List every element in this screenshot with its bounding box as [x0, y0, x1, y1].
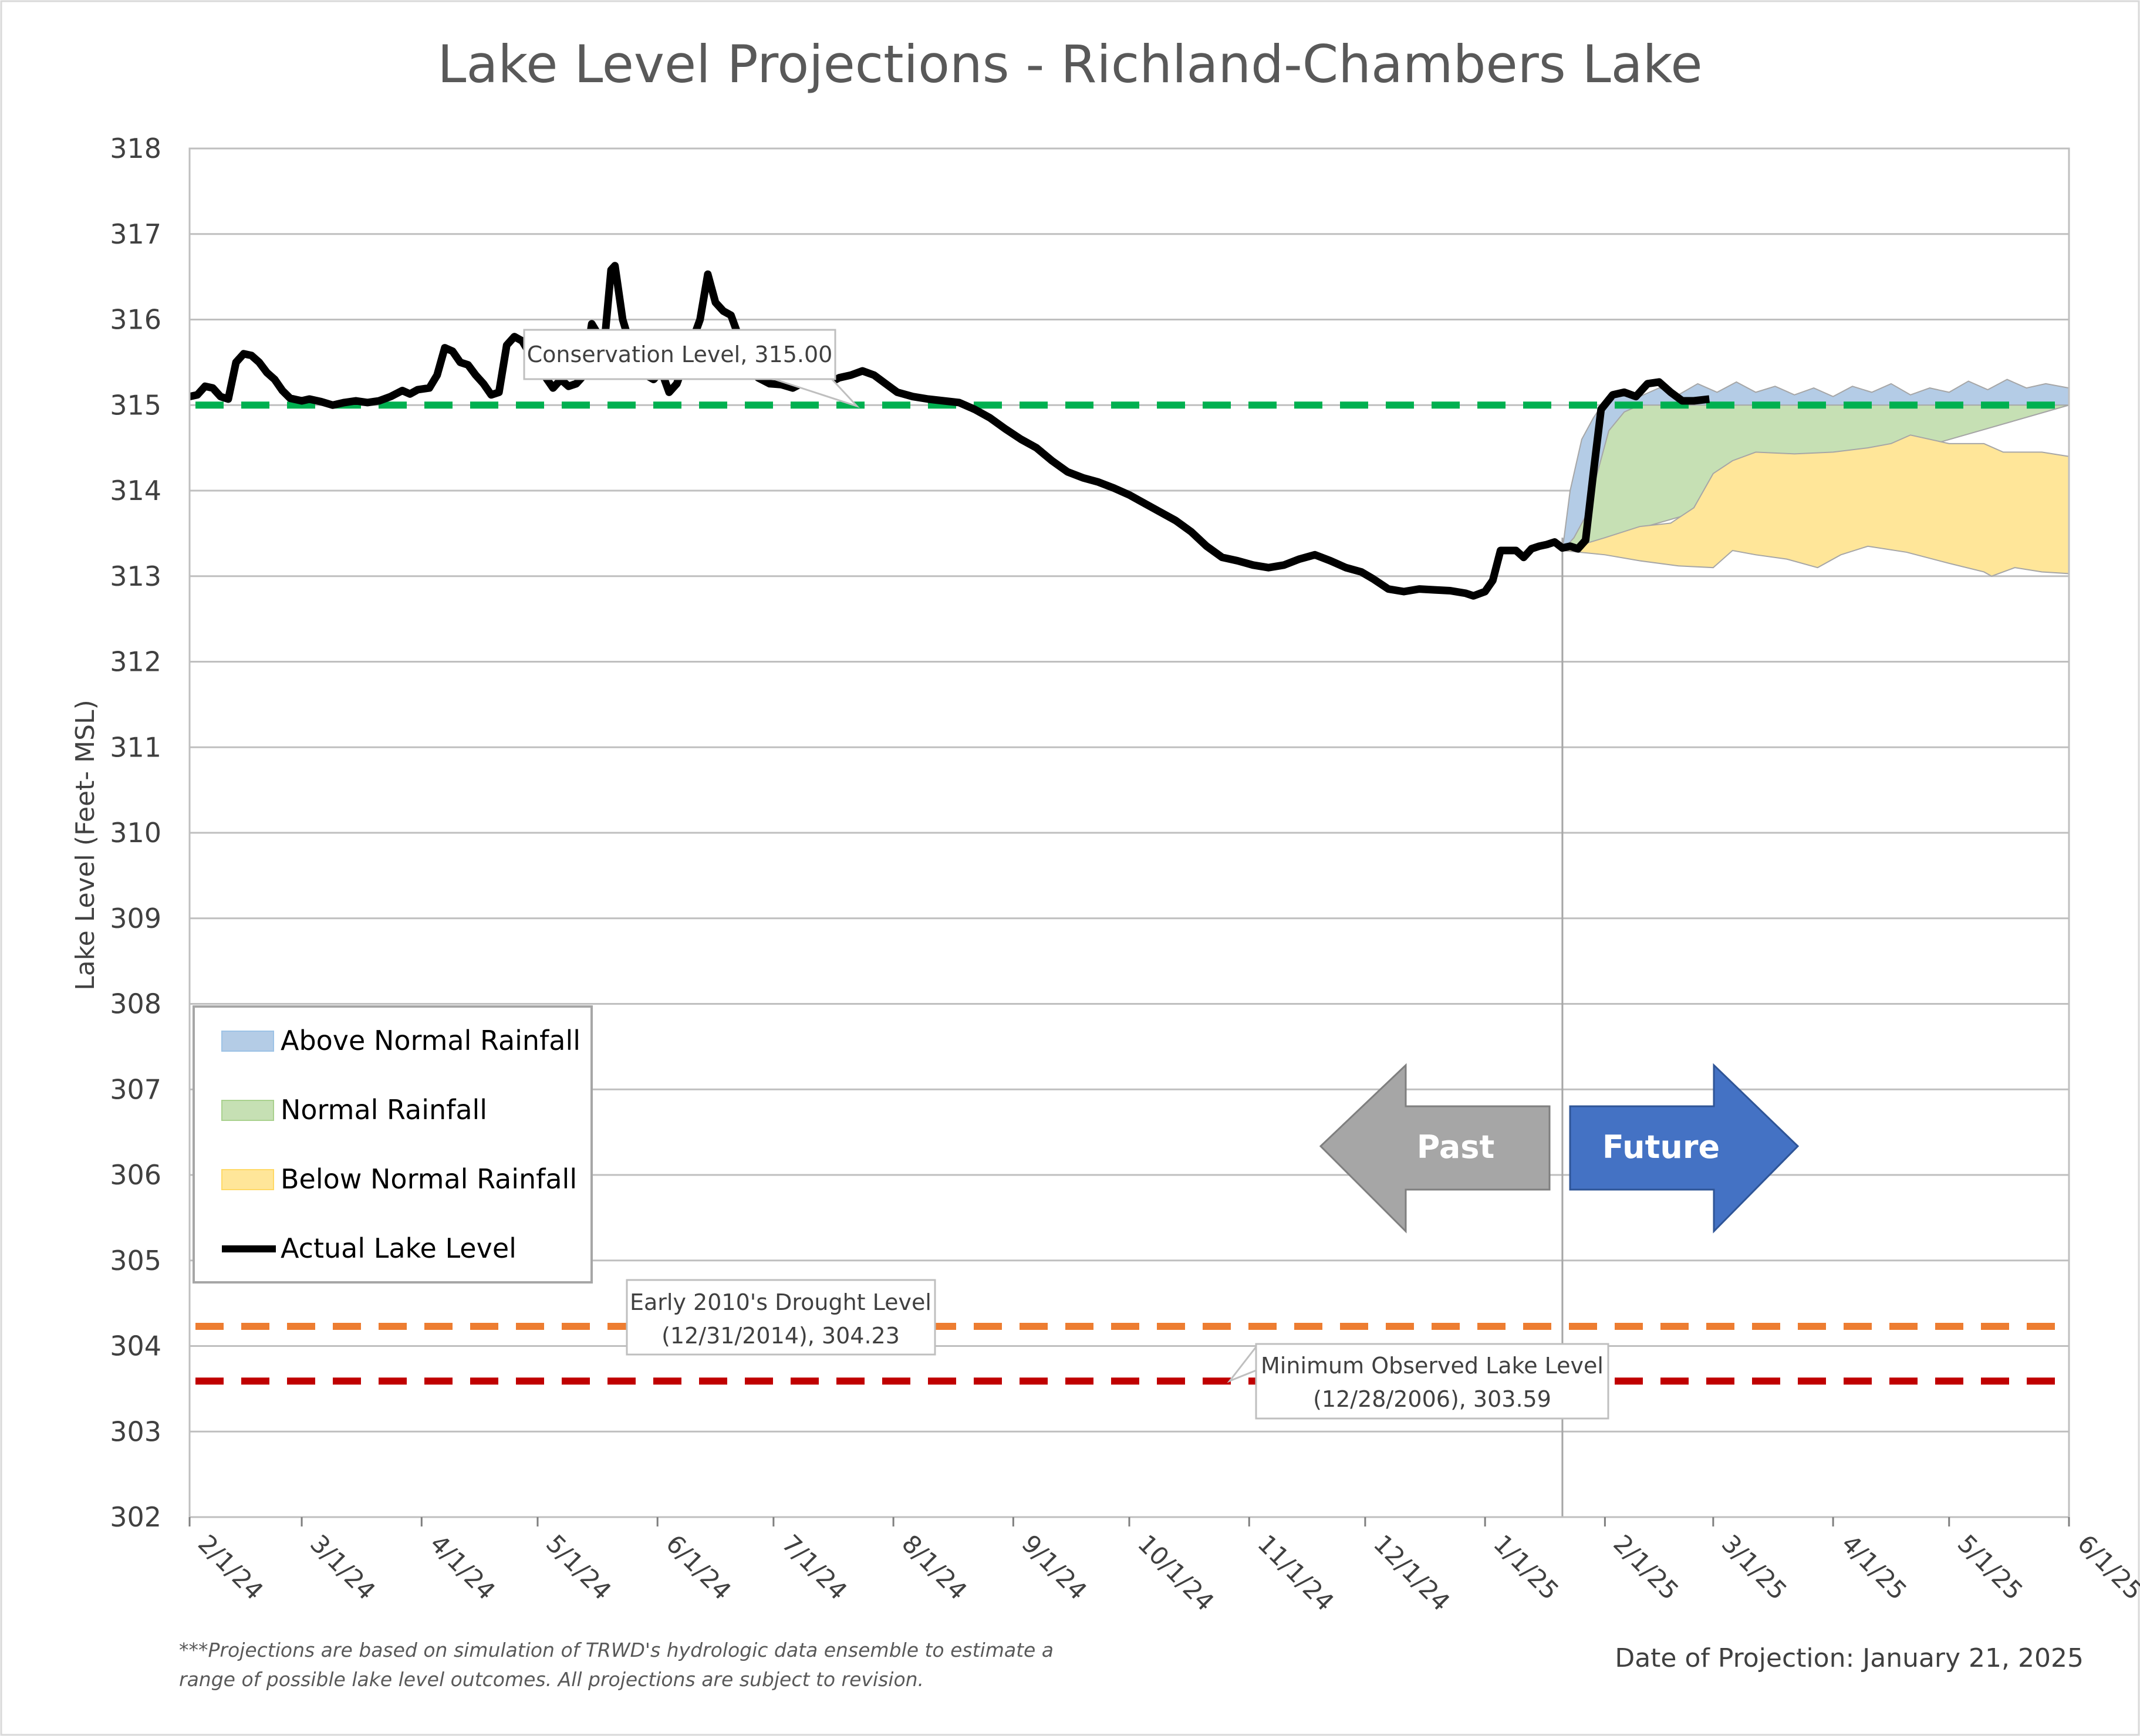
- y-tick-label: 303: [110, 1416, 161, 1447]
- legend-label-above-normal: Above Normal Rainfall: [281, 1025, 580, 1056]
- past-arrow-shape: [1319, 1063, 1551, 1234]
- legend-box: [193, 1005, 593, 1284]
- minimum-callout-box: [1255, 1343, 1609, 1420]
- y-tick-label: 311: [110, 731, 161, 763]
- y-tick-label: 304: [110, 1330, 161, 1362]
- future-arrow: Future: [1569, 1063, 1800, 1234]
- projection-date-note: Date of Projection: January 21, 2025: [1615, 1643, 2084, 1673]
- y-tick-label: 312: [110, 646, 161, 678]
- y-tick-label: 309: [110, 903, 161, 934]
- past-arrow: Past: [1319, 1063, 1551, 1234]
- y-tick-label: 310: [110, 817, 161, 849]
- legend-label-actual: Actual Lake Level: [281, 1232, 517, 1264]
- legend-swatch-above-normal: [221, 1031, 274, 1052]
- y-axis-label: Lake Level (Feet- MSL): [70, 700, 100, 990]
- y-tick-label: 313: [110, 560, 161, 592]
- y-tick-label: 308: [110, 988, 161, 1020]
- future-arrow-label: Future: [1602, 1129, 1720, 1166]
- drought-callout: Early 2010's Drought Level (12/31/2014),…: [626, 1279, 936, 1356]
- legend-swatch-below-normal: [221, 1169, 274, 1190]
- future-arrow-shape: [1569, 1063, 1800, 1234]
- drought-callout-line1: Early 2010's Drought Level: [630, 1289, 931, 1315]
- footnote-line-2: range of possible lake level outcomes. A…: [179, 1668, 924, 1691]
- chart-title: Lake Level Projections - Richland-Chambe…: [437, 34, 1702, 94]
- y-tick-label: 316: [110, 304, 161, 336]
- y-tick-label: 317: [110, 218, 161, 250]
- conservation-callout-box: [523, 329, 836, 380]
- reference-lines: [195, 401, 2069, 1385]
- minimum-callout: Minimum Observed Lake Level (12/28/2006)…: [1227, 1343, 1609, 1420]
- minimum-callout-line2: (12/28/2006), 303.59: [1313, 1386, 1551, 1412]
- conservation-callout-label: Conservation Level, 315.00: [527, 342, 833, 367]
- footnote-line-1: ***Projections are based on simulation o…: [179, 1639, 1054, 1661]
- y-axis-ticks: 302 303 304 305 306 307 308 309 310 311 312 313 314 3…: [110, 133, 161, 1533]
- drought-callout-line2: (12/31/2014), 304.23: [661, 1323, 900, 1349]
- legend: Above Normal Rainfall Normal Rainfall Be…: [193, 1005, 593, 1284]
- past-arrow-label: Past: [1417, 1129, 1495, 1166]
- legend-label-below-normal: Below Normal Rainfall: [281, 1163, 577, 1195]
- conservation-callout: Conservation Level, 315.00: [523, 329, 860, 408]
- drought-callout-box: [626, 1279, 936, 1356]
- legend-swatch-normal: [221, 1100, 274, 1121]
- y-tick-label: 318: [110, 133, 161, 164]
- y-tick-label: 314: [110, 475, 161, 506]
- y-tick-label: 302: [110, 1501, 161, 1533]
- y-tick-label: 307: [110, 1073, 161, 1105]
- y-tick-label: 315: [110, 389, 161, 421]
- minimum-callout-line1: Minimum Observed Lake Level: [1261, 1353, 1604, 1379]
- actual-lake-level-line: [188, 262, 1710, 600]
- legend-label-normal: Normal Rainfall: [281, 1094, 487, 1126]
- y-tick-label: 306: [110, 1159, 161, 1191]
- projection-bands: [1560, 379, 2070, 577]
- actual-lake-level-series: [188, 262, 1710, 600]
- y-tick-label: 305: [110, 1245, 161, 1276]
